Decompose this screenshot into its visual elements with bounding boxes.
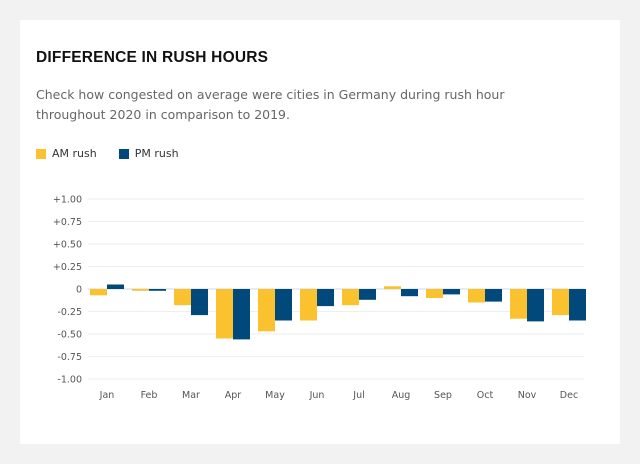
x-tick-label: Jul: [352, 390, 364, 401]
bar-pm: [443, 289, 460, 295]
bar-am: [426, 289, 443, 298]
bar-pm: [149, 289, 166, 291]
bar-am: [384, 286, 401, 289]
x-tick-label: Oct: [477, 390, 494, 401]
chart-card: [20, 20, 620, 444]
y-tick-label: -0.50: [57, 330, 82, 341]
chart-title: DIFFERENCE IN RUSH HOURS: [36, 49, 269, 66]
bar-am: [216, 289, 233, 339]
bar-am: [468, 289, 485, 303]
bar-pm: [569, 289, 586, 321]
y-tick-label: -1.00: [57, 375, 82, 386]
bar-pm: [275, 289, 292, 321]
x-tick-label: Apr: [225, 390, 242, 401]
x-tick-label: Feb: [141, 390, 158, 401]
y-tick-label: 0: [76, 285, 82, 296]
x-tick-label: Jun: [309, 390, 325, 401]
bar-pm: [107, 284, 124, 289]
legend-swatch-pm: [118, 148, 129, 159]
bar-am: [510, 289, 527, 319]
x-tick-label: Dec: [560, 390, 578, 401]
bar-pm: [191, 289, 208, 316]
bar-pm: [401, 289, 418, 297]
y-tick-label: -0.25: [57, 307, 82, 318]
bar-pm: [317, 289, 334, 307]
bar-pm: [233, 289, 250, 340]
x-tick-label: Mar: [182, 390, 200, 401]
y-tick-label: +0.50: [53, 240, 82, 251]
y-tick-label: +0.25: [53, 262, 82, 273]
x-tick-label: Aug: [392, 390, 411, 401]
y-tick-label: +0.75: [53, 217, 82, 228]
chart-subtitle: Check how congested on average were citi…: [36, 87, 505, 122]
y-tick-label: -0.75: [57, 352, 82, 363]
bar-am: [300, 289, 317, 321]
bar-pm: [527, 289, 544, 322]
bar-am: [90, 289, 107, 296]
x-tick-label: Jan: [99, 390, 115, 401]
y-tick-label: +1.00: [53, 195, 82, 206]
bar-am: [174, 289, 191, 306]
bar-am: [258, 289, 275, 332]
legend-label-pm: PM rush: [134, 147, 179, 160]
bar-am: [132, 289, 149, 291]
x-tick-label: May: [265, 390, 285, 401]
x-tick-label: Nov: [518, 390, 537, 401]
legend-swatch-am: [36, 148, 46, 159]
bar-am: [342, 289, 359, 306]
legend-item-pm[interactable]: PM rush: [118, 147, 179, 160]
legend: AM rush PM rush: [36, 147, 179, 160]
bar-pm: [485, 289, 502, 302]
bar-am: [552, 289, 569, 316]
legend-label-am: AM rush: [52, 147, 97, 160]
bar-pm: [359, 289, 376, 300]
legend-item-am[interactable]: AM rush: [36, 147, 97, 160]
x-tick-label: Sep: [434, 390, 452, 401]
